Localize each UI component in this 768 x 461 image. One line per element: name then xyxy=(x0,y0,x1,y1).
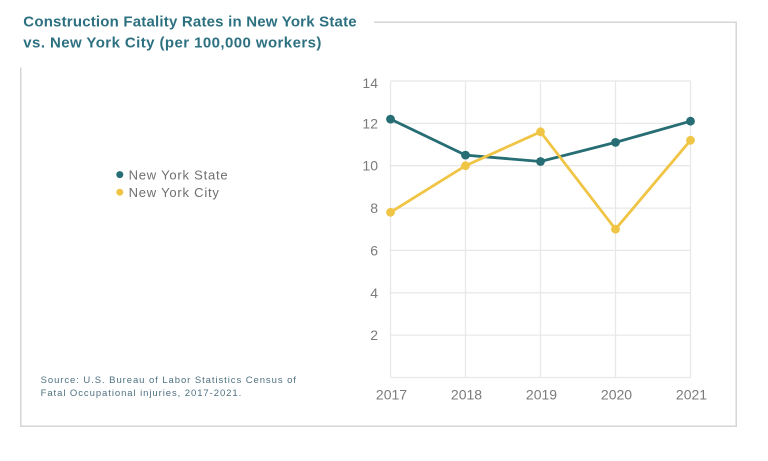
svg-text:2021: 2021 xyxy=(676,387,707,403)
svg-text:Construction Fatality Rates in: Construction Fatality Rates in New York … xyxy=(23,14,357,31)
svg-text:Fatal Occupational injuries, 2: Fatal Occupational injuries, 2017-2021. xyxy=(41,388,243,399)
svg-text:vs. New York City (per 100,000: vs. New York City (per 100,000 workers) xyxy=(23,35,321,52)
svg-text:Source: U.S. Bureau of Labor S: Source: U.S. Bureau of Labor Statistics … xyxy=(41,375,297,386)
svg-text:2019: 2019 xyxy=(526,387,557,403)
svg-text:10: 10 xyxy=(362,158,378,174)
svg-text:14: 14 xyxy=(362,75,378,91)
svg-text:New York City: New York City xyxy=(129,185,220,200)
svg-text:2: 2 xyxy=(370,327,378,343)
svg-text:6: 6 xyxy=(370,242,378,258)
svg-text:New York State: New York State xyxy=(129,167,229,182)
svg-text:2020: 2020 xyxy=(601,387,632,403)
svg-text:4: 4 xyxy=(370,285,378,301)
svg-text:2018: 2018 xyxy=(451,387,482,403)
svg-text:8: 8 xyxy=(370,200,378,216)
svg-text:2017: 2017 xyxy=(376,387,407,403)
svg-text:12: 12 xyxy=(362,115,378,131)
